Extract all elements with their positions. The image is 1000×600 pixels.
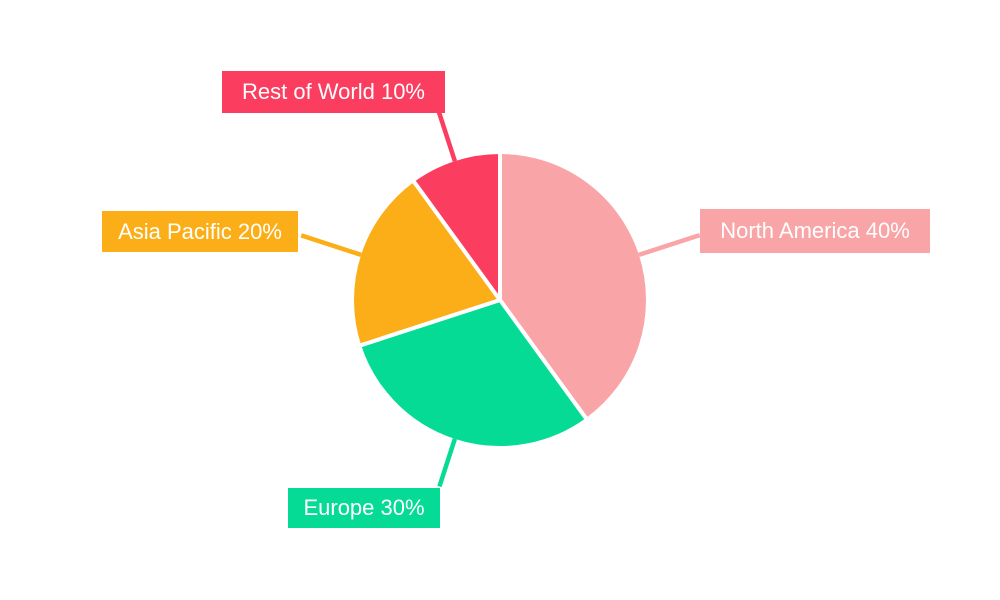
- leader-line-north-america: [638, 232, 701, 258]
- label-north-america: North America 40%: [700, 209, 930, 253]
- label-asia-pacific: Asia Pacific 20%: [102, 211, 298, 252]
- leader-line-europe: [437, 438, 458, 488]
- label-rest-of-world: Rest of World 10%: [222, 71, 445, 113]
- leader-line-rest-of-world: [436, 110, 458, 162]
- label-europe: Europe 30%: [288, 488, 440, 528]
- leader-line-asia-pacific: [300, 233, 362, 258]
